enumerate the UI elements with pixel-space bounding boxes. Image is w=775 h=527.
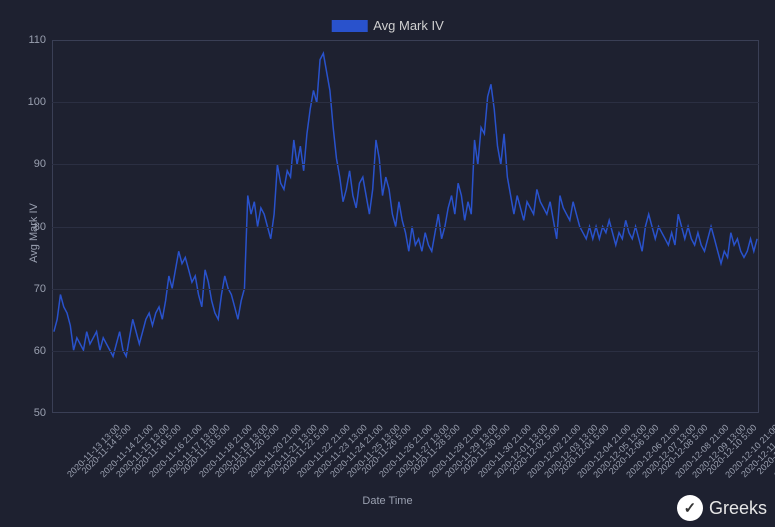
legend-label: Avg Mark IV — [373, 18, 444, 33]
h-gridline — [52, 102, 759, 103]
series-line — [54, 53, 757, 356]
y-tick-label: 110 — [18, 34, 46, 46]
h-gridline — [52, 289, 759, 290]
h-gridline — [52, 227, 759, 228]
y-tick-label: 100 — [18, 96, 46, 108]
chart-container: Avg Mark IV Avg Mark IV Date Time ✓ Gree… — [0, 0, 775, 527]
watermark-text: Greeks — [709, 498, 767, 519]
h-gridline — [52, 164, 759, 165]
y-tick-label: 80 — [18, 221, 46, 233]
y-tick-label: 70 — [18, 283, 46, 295]
x-axis-label: Date Time — [362, 495, 412, 507]
y-axis-label: Avg Mark IV — [28, 203, 40, 263]
watermark: ✓ Greeks — [677, 495, 767, 521]
h-gridline — [52, 351, 759, 352]
legend: Avg Mark IV — [331, 18, 444, 33]
y-tick-label: 50 — [18, 407, 46, 419]
watermark-icon: ✓ — [677, 495, 703, 521]
y-tick-label: 90 — [18, 158, 46, 170]
legend-swatch — [331, 20, 367, 32]
y-tick-label: 60 — [18, 345, 46, 357]
